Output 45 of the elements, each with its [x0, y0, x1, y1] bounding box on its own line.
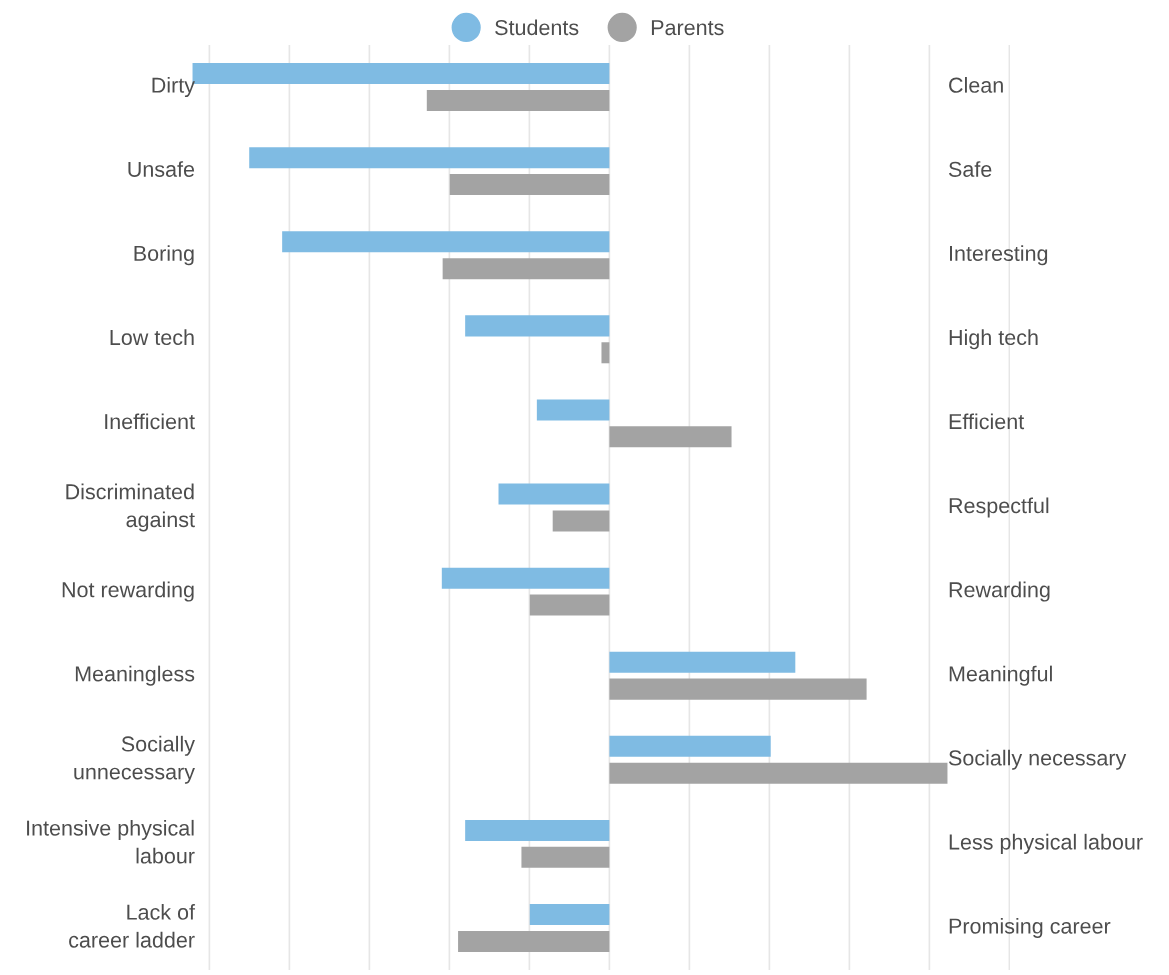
bar	[498, 483, 610, 505]
y2-tick-label: Respectful	[949, 497, 1049, 518]
bar	[521, 846, 610, 868]
y-tick-label: Meaningless	[75, 665, 195, 686]
bar	[249, 147, 610, 169]
bar	[529, 903, 610, 926]
bar	[529, 594, 610, 616]
y2-tick-label: Socially necessary	[948, 749, 1127, 770]
y2-tick-label: Less physical labour	[949, 833, 1143, 854]
y-tick-label: Dirty	[152, 77, 195, 98]
bar	[609, 426, 732, 448]
bar	[465, 315, 610, 337]
bar	[609, 651, 796, 673]
y-tick-label: Socially unnecessary	[74, 735, 195, 784]
y2-tick-label: Clean	[949, 77, 1003, 93]
y-tick-label: Low tech	[110, 329, 194, 346]
y2-tick-label: Meaningful	[949, 665, 1052, 686]
bar	[609, 762, 948, 784]
bar	[426, 89, 610, 112]
y-tick-label: Lack of career ladder	[69, 903, 196, 948]
bar	[458, 930, 610, 952]
bar	[609, 735, 771, 757]
y-tick-label: Discriminated against	[66, 483, 195, 532]
bar	[536, 399, 610, 421]
y-tick-label: Intensive physical labour	[27, 819, 195, 864]
y2-tick-label: Interesting	[949, 245, 1048, 266]
bar	[282, 231, 610, 253]
legend-label: Students	[495, 19, 579, 36]
bar	[552, 510, 610, 532]
y2-tick-label: Rewarding	[949, 581, 1050, 602]
y-tick-label: Unsafe	[128, 161, 195, 177]
y-tick-label: Boring	[134, 245, 194, 266]
bar	[441, 567, 610, 589]
y-tick-label: Not rewarding	[62, 581, 194, 602]
bar	[601, 342, 610, 364]
y-tick-label: Inefficient	[105, 413, 195, 430]
bar	[465, 819, 610, 841]
bar	[609, 678, 867, 700]
bar	[442, 258, 610, 280]
y2-tick-label: Safe	[948, 161, 992, 177]
y2-tick-label: Efficient	[949, 413, 1025, 430]
y2-tick-label: Promising career	[949, 917, 1111, 938]
legend-label: Parents	[651, 20, 724, 36]
y2-tick-label: High tech	[949, 329, 1038, 350]
bar	[449, 174, 610, 196]
